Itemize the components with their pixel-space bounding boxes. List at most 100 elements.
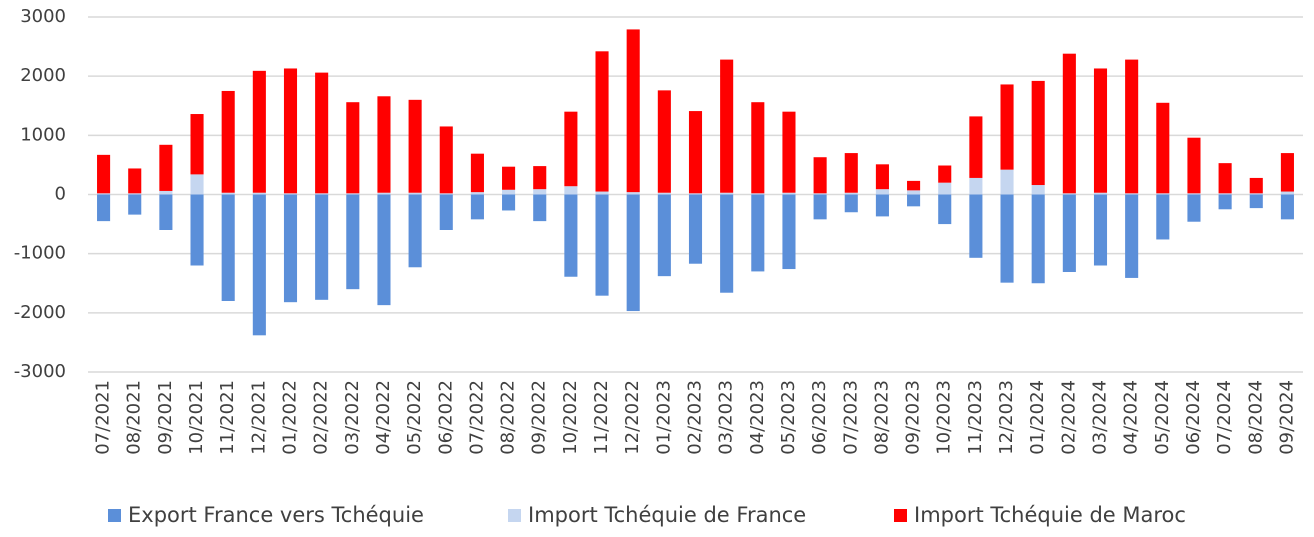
legend-label: Export France vers Tchéquie [128, 503, 424, 527]
x-tick-label: 06/2024 [1183, 380, 1204, 455]
legend-swatch [108, 509, 121, 522]
x-tick-label: 09/2021 [155, 380, 176, 455]
bar-segment [782, 194, 796, 270]
x-tick-label: 10/2023 [934, 380, 955, 455]
bar-segment [252, 70, 266, 193]
bar-segment [346, 193, 360, 195]
bar-segment [97, 154, 111, 194]
bar-segment [688, 193, 703, 195]
bar-segment [657, 194, 671, 277]
bar-segment [190, 194, 204, 266]
bar-segment [1000, 84, 1014, 170]
bar-segment [252, 194, 266, 336]
bar-segment [564, 194, 578, 277]
bar-segment [938, 194, 952, 225]
bar-segment [844, 192, 858, 195]
bar-segment [97, 193, 111, 195]
bar-segment [346, 102, 360, 194]
bar-segment [315, 193, 329, 195]
bar-segment [1031, 185, 1045, 195]
y-tick-label: 2000 [20, 65, 66, 86]
bar-segment [1125, 59, 1139, 194]
x-tick-label: 07/2024 [1214, 380, 1235, 455]
bar-segment [408, 192, 422, 195]
x-tick-label: 06/2022 [435, 380, 456, 455]
bar-segment [782, 111, 796, 193]
x-tick-label: 02/2024 [1058, 380, 1079, 455]
legend-swatch [894, 509, 907, 522]
x-tick-label: 02/2022 [311, 380, 332, 455]
bar-segment [688, 194, 703, 264]
bar-segment [626, 29, 640, 193]
bar-segment [657, 192, 671, 195]
bar-segment [1280, 194, 1294, 220]
bar-segment [346, 194, 360, 290]
legend-swatch [508, 509, 521, 522]
y-tick-label: 1000 [20, 124, 66, 145]
bar-segment [1062, 53, 1076, 194]
legend-label: Import Tchéquie de Maroc [914, 503, 1186, 527]
bar-segment [128, 194, 142, 215]
bar-segment [1249, 194, 1263, 209]
bar-segment [1187, 193, 1201, 195]
x-tick-label: 08/2022 [498, 380, 519, 455]
x-tick-label: 03/2022 [342, 380, 363, 455]
bar-segment [190, 114, 204, 175]
bar-segment [439, 194, 453, 230]
bar-segment [221, 194, 235, 301]
x-tick-label: 05/2022 [404, 380, 425, 455]
x-tick-label: 08/2021 [124, 380, 145, 455]
bar-segment [751, 102, 765, 194]
bar-segment [502, 166, 516, 190]
bar-segment [1093, 68, 1108, 193]
bar-segment [813, 193, 827, 195]
bar-segment [128, 193, 142, 195]
bar-segment [1156, 102, 1170, 194]
x-tick-label: 12/2023 [996, 380, 1017, 455]
x-tick-label: 07/2023 [840, 380, 861, 455]
bar-segment [221, 192, 235, 195]
bar-segment [377, 96, 391, 193]
bar-segment [1187, 194, 1201, 222]
bar-segment [1031, 80, 1045, 186]
bar-segment [533, 194, 547, 222]
bar-segment [720, 194, 734, 293]
bar-segment [1000, 194, 1014, 283]
x-tick-label: 01/2024 [1027, 380, 1048, 455]
bar-segment [938, 182, 952, 195]
bar-segment [408, 99, 422, 193]
bar-segment [470, 192, 484, 195]
bar-segment [502, 189, 516, 195]
bar-segment [221, 90, 235, 193]
bar-segment [1156, 193, 1170, 195]
bar-segment [470, 194, 484, 220]
bar-segment [938, 165, 952, 183]
bar-segment [159, 190, 173, 195]
bar-segment [688, 111, 703, 194]
bar-segment [595, 194, 609, 296]
bar-segment [564, 186, 578, 195]
bar-segment [252, 192, 266, 195]
x-tick-label: 11/2021 [217, 380, 238, 455]
bar-segment [875, 164, 889, 190]
x-tick-label: 01/2022 [280, 380, 301, 455]
bar-segment [875, 189, 889, 195]
bar-segment [1062, 194, 1076, 273]
bar-segment [377, 194, 391, 306]
x-tick-label: 04/2022 [373, 380, 394, 455]
x-tick-label: 12/2021 [248, 380, 269, 455]
x-tick-label: 07/2021 [93, 380, 114, 455]
x-tick-label: 08/2024 [1245, 380, 1266, 455]
bar-segment [1187, 137, 1201, 194]
bar-segment [502, 194, 516, 211]
bar-segment [159, 194, 173, 230]
bar-segment [97, 194, 111, 222]
bar-segment [969, 177, 983, 195]
bar-segment [626, 194, 640, 312]
bar-segment [813, 157, 827, 194]
bar-segment [875, 194, 889, 217]
x-tick-label: 04/2024 [1121, 380, 1142, 455]
x-tick-label: 03/2023 [716, 380, 737, 455]
bar-segment [283, 193, 298, 195]
